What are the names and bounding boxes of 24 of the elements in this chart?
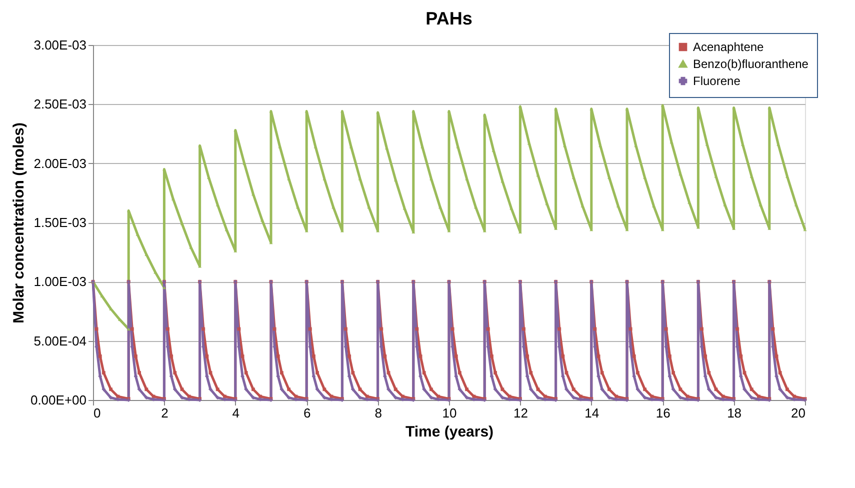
y-tick-label: 1.00E-03	[34, 274, 86, 290]
y-tick-label: 2.00E-03	[34, 156, 86, 171]
x-tick-label: 2	[161, 406, 168, 420]
x-tick-label: 18	[727, 406, 742, 420]
y-tick-label: 5.00E-04	[34, 333, 86, 348]
y-tick-label: 0.00E+00	[30, 392, 86, 408]
x-tick-label: 14	[584, 406, 600, 420]
x-axis-title: Time (years)	[405, 424, 494, 440]
legend-label: Acenaphtene	[693, 40, 764, 54]
x-tick-label: 4	[232, 406, 240, 420]
chart-title: PAHs	[426, 8, 472, 28]
x-tick-label: 16	[656, 406, 670, 420]
y-tick-label: 1.50E-03	[34, 215, 86, 230]
legend-label: Fluorene	[693, 74, 741, 88]
y-axis-title: Molar concentration (moles)	[10, 122, 28, 324]
x-tick-label: 0	[94, 406, 101, 420]
x-tick-label: 20	[791, 406, 806, 420]
x-tick-label: 6	[303, 406, 311, 420]
x-tick-label: 12	[513, 406, 528, 420]
y-tick-label: 2.50E-03	[34, 96, 86, 112]
legend-label: Benzo(b)fluoranthene	[693, 57, 809, 71]
y-tick-label: 3.00E-03	[34, 38, 86, 52]
x-tick-label: 8	[374, 406, 382, 420]
x-tick-label: 10	[442, 406, 457, 420]
